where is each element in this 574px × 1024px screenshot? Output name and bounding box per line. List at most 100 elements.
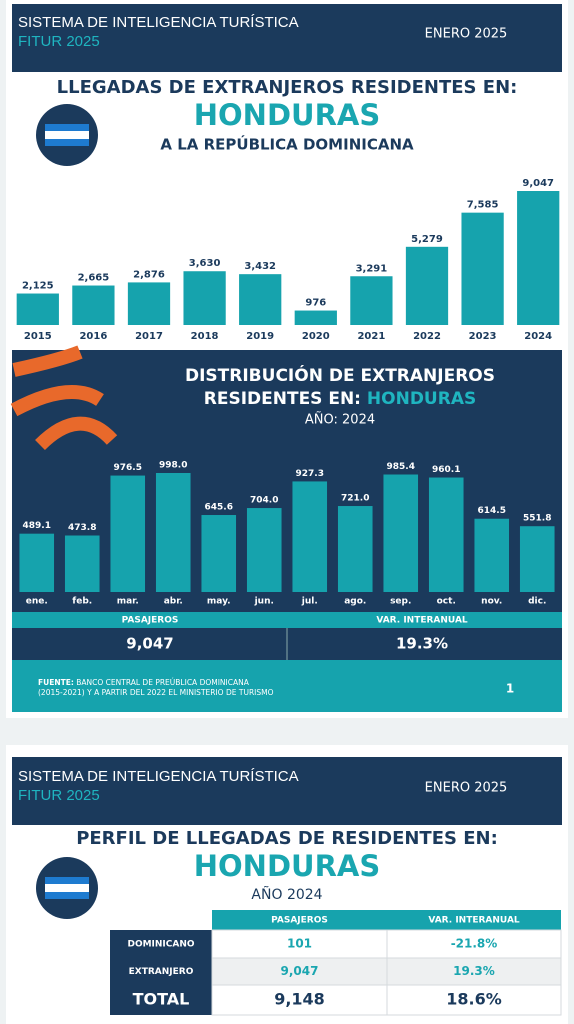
x-tick-label: 2015: [24, 331, 52, 342]
value-label: 5,279: [411, 234, 443, 245]
row-label: TOTAL: [133, 990, 190, 1009]
bar: [383, 474, 419, 592]
table-value: 19.3%: [453, 964, 495, 978]
source-label: FUENTE:: [38, 678, 74, 687]
x-tick-label: 2022: [413, 331, 441, 342]
value-label: 960.1: [432, 465, 460, 475]
monthly-chart: 489.1 ene. 473.8 feb. 976.5 mar. 998.0 abr. 645.…: [19, 461, 555, 607]
x-tick-label: jul.: [301, 597, 318, 607]
country: HONDURAS: [194, 98, 380, 132]
row-label: DOMINICANO: [127, 940, 194, 950]
bar: [517, 191, 560, 325]
table-header-cell: [387, 910, 561, 930]
x-tick-label: mar.: [117, 597, 139, 607]
x-tick-label: may.: [207, 597, 231, 607]
row-label-cell: [110, 930, 212, 958]
bar: [292, 481, 328, 592]
value-label: 7,585: [467, 200, 499, 211]
bar: [337, 506, 373, 592]
header: [12, 4, 562, 72]
bar: [127, 282, 171, 325]
bar: [19, 533, 55, 592]
row-label: EXTRANJERO: [129, 967, 194, 977]
annual-chart: 2,125 2015 2,665 2016 2,876 2017 3,630 2018 3,43…: [16, 178, 560, 342]
row-label-cell: [110, 958, 212, 985]
value-label: 3,630: [189, 258, 221, 269]
x-tick-label: 2019: [246, 331, 274, 342]
decor: [10, 345, 118, 451]
source-text: BANCO CENTRAL DE PREÚBLICA DOMINICANA: [76, 678, 249, 687]
bar: [246, 508, 282, 592]
summary-value: 19.3%: [396, 635, 448, 653]
table-value: 9,047: [281, 964, 319, 978]
bar: [72, 285, 115, 325]
bar: [474, 518, 510, 592]
value-label: 927.3: [296, 469, 324, 479]
chart-subtitle: AÑO: 2024: [305, 412, 375, 428]
value-label: 704.0: [250, 496, 278, 506]
bar: [294, 310, 337, 325]
x-tick-label: dic.: [528, 597, 546, 607]
table-cell: [211, 984, 388, 1016]
bar: [350, 276, 393, 325]
x-tick-label: 2021: [357, 331, 385, 342]
header-date: ENERO 2025: [425, 781, 508, 796]
chart-title-highlight: HONDURAS: [367, 389, 476, 409]
x-tick-label: sep.: [390, 597, 411, 607]
x-tick-label: nov.: [481, 597, 502, 607]
value-label: 2,665: [78, 273, 110, 284]
table-header: PASAJEROS: [271, 916, 328, 926]
flag: [36, 857, 98, 919]
value-label: 645.6: [205, 503, 233, 513]
table-cell: [386, 929, 562, 959]
x-tick-label: 2016: [79, 331, 107, 342]
chart-title-line: RESIDENTES EN:: [204, 389, 361, 409]
value-label: 985.4: [387, 462, 415, 472]
value-label: 976.5: [114, 463, 142, 473]
header-title: SISTEMA DE INTELIGENCIA TURÍSTICA: [18, 768, 299, 785]
flag: [36, 104, 98, 166]
bar: [64, 535, 100, 592]
header-subtitle: FITUR 2025: [18, 33, 100, 50]
chart-title: DISTRIBUCIÓN DE EXTRANJEROS: [185, 364, 495, 386]
subtitle: A LA REPÚBLICA DOMINICANA: [160, 135, 414, 154]
x-tick-label: 2023: [469, 331, 497, 342]
title: LLEGADAS DE EXTRANJEROS RESIDENTES EN:: [57, 77, 518, 98]
summary-header: [12, 612, 562, 628]
header: [12, 757, 562, 825]
summary-label: VAR. INTERANUAL: [376, 616, 468, 626]
table-header-cell: [212, 910, 387, 930]
x-tick-label: ene.: [26, 597, 48, 607]
subtitle: AÑO 2024: [251, 886, 322, 903]
value-label: 9,047: [522, 178, 554, 189]
title: PERFIL DE LLEGADAS DE RESIDENTES EN:: [76, 828, 498, 849]
bar: [201, 515, 237, 592]
value-label: 721.0: [341, 494, 369, 504]
header-date: ENERO 2025: [425, 27, 508, 42]
x-tick-label: 2020: [302, 331, 330, 342]
bar: [405, 246, 449, 325]
table-cell: [386, 984, 562, 1016]
x-tick-label: feb.: [72, 597, 92, 607]
table: PASAJEROS VAR. INTERANUAL DOMINICANO 101 -21…: [110, 910, 562, 1016]
table-value: 18.6%: [446, 990, 502, 1009]
bar: [183, 271, 226, 325]
row-label-cell: [110, 985, 212, 1015]
value-label: 551.8: [523, 514, 551, 524]
header-title: SISTEMA DE INTELIGENCIA TURÍSTICA: [18, 14, 299, 31]
chart-title-2: RESIDENTES EN: HONDURAS: [204, 389, 476, 409]
value-label: 998.0: [159, 461, 187, 471]
value-label: 473.8: [68, 523, 96, 533]
x-tick-label: 2018: [191, 331, 219, 342]
value-label: 614.5: [478, 506, 506, 516]
x-tick-label: 2024: [524, 331, 552, 342]
value-label: 2,125: [22, 281, 54, 292]
bar: [461, 212, 504, 325]
table-header: VAR. INTERANUAL: [428, 916, 520, 926]
summary-label: PASAJEROS: [122, 616, 179, 626]
summary-value: 9,047: [126, 635, 173, 653]
bar: [16, 293, 59, 325]
x-tick-label: ago.: [344, 597, 366, 607]
